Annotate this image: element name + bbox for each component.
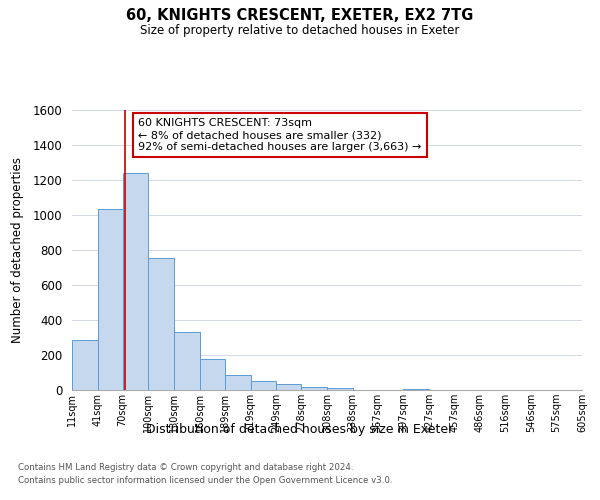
- Bar: [225, 375, 251, 390]
- Bar: [277, 384, 301, 390]
- Bar: [122, 173, 148, 390]
- Text: 60, KNIGHTS CRESCENT, EXETER, EX2 7TG: 60, KNIGHTS CRESCENT, EXETER, EX2 7TG: [127, 8, 473, 22]
- Bar: [251, 381, 277, 390]
- Y-axis label: Number of detached properties: Number of detached properties: [11, 157, 24, 343]
- Text: Distribution of detached houses by size in Exeter: Distribution of detached houses by size …: [146, 422, 454, 436]
- Text: Contains HM Land Registry data © Crown copyright and database right 2024.: Contains HM Land Registry data © Crown c…: [18, 462, 353, 471]
- Text: Size of property relative to detached houses in Exeter: Size of property relative to detached ho…: [140, 24, 460, 37]
- Bar: [72, 340, 98, 390]
- Bar: [98, 209, 122, 390]
- Text: Contains public sector information licensed under the Open Government Licence v3: Contains public sector information licen…: [18, 476, 392, 485]
- Bar: [327, 388, 353, 390]
- Bar: [301, 386, 327, 390]
- Bar: [200, 360, 225, 390]
- Text: 60 KNIGHTS CRESCENT: 73sqm
← 8% of detached houses are smaller (332)
92% of semi: 60 KNIGHTS CRESCENT: 73sqm ← 8% of detac…: [139, 118, 422, 152]
- Bar: [148, 258, 174, 390]
- Bar: [403, 389, 429, 390]
- Bar: [174, 332, 200, 390]
